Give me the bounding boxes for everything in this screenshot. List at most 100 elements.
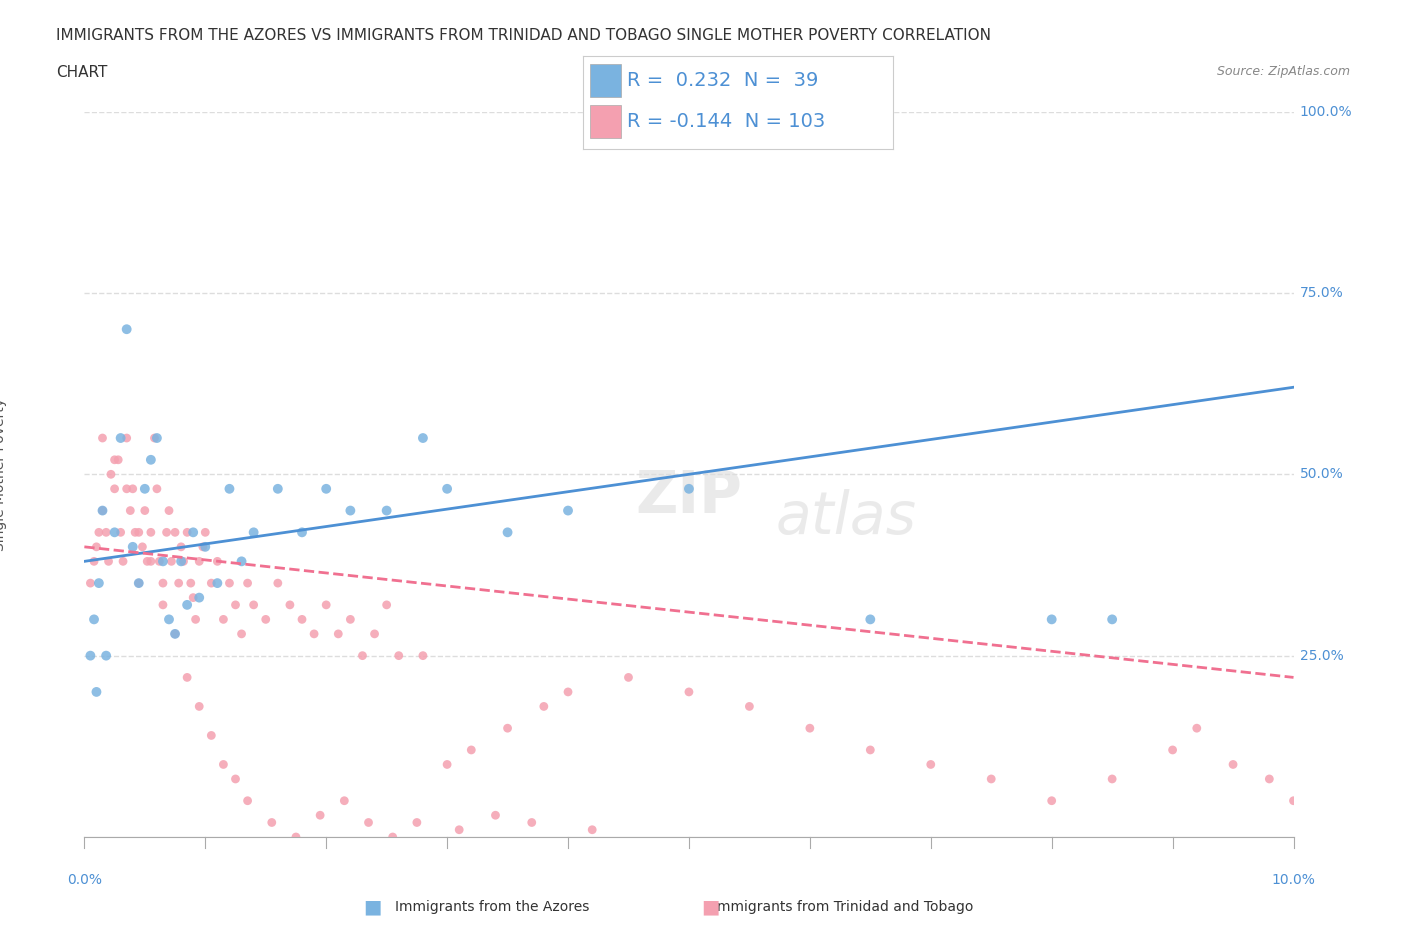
Point: [1282, 793, 1305, 808]
Point: [128, 576, 150, 591]
Point: [152, 554, 174, 569]
Point: [284, 830, 308, 844]
Point: [212, 757, 235, 772]
Point: [194, 525, 217, 539]
Point: [267, 482, 290, 497]
Point: [1040, 612, 1063, 627]
Point: [496, 525, 519, 539]
Point: [231, 554, 253, 569]
Point: [980, 772, 1002, 787]
Point: [165, 525, 187, 539]
Point: [315, 597, 337, 612]
Point: [97, 554, 120, 569]
Point: [357, 815, 380, 830]
Point: [139, 554, 162, 569]
Point: [134, 482, 156, 497]
Point: [678, 684, 700, 699]
Text: ZIP: ZIP: [636, 468, 742, 525]
Point: [363, 627, 385, 642]
Point: [1258, 772, 1281, 787]
Point: [188, 554, 211, 569]
Point: [484, 808, 506, 823]
Point: [218, 482, 240, 497]
Point: [375, 503, 398, 518]
Text: 100.0%: 100.0%: [1299, 104, 1353, 119]
Point: [278, 597, 301, 612]
Point: [581, 822, 603, 837]
Point: [194, 539, 217, 554]
Point: [799, 721, 821, 736]
Point: [124, 525, 146, 539]
Point: [157, 503, 180, 518]
Point: [496, 721, 519, 736]
Point: [136, 554, 159, 569]
Point: [79, 576, 101, 591]
Point: [181, 591, 204, 605]
Point: [207, 576, 229, 591]
Point: [104, 452, 127, 467]
Bar: [589, 64, 620, 97]
Point: [110, 431, 132, 445]
Point: [115, 431, 138, 445]
Point: [188, 699, 211, 714]
Text: atlas: atlas: [776, 489, 917, 546]
Point: [91, 503, 114, 518]
Point: [381, 830, 404, 844]
Point: [87, 576, 110, 591]
Point: [436, 757, 458, 772]
Point: [155, 525, 177, 539]
Point: [146, 482, 169, 497]
Point: [87, 525, 110, 539]
Point: [139, 452, 162, 467]
Point: [225, 772, 247, 787]
Point: [412, 648, 434, 663]
Point: [557, 503, 579, 518]
Point: [291, 612, 314, 627]
Point: [91, 431, 114, 445]
Point: [200, 728, 222, 743]
Point: [678, 482, 700, 497]
Point: [436, 482, 458, 497]
Point: [83, 554, 105, 569]
Text: ■: ■: [363, 897, 382, 916]
Point: [148, 554, 170, 569]
Point: [231, 627, 253, 642]
Point: [180, 576, 202, 591]
Point: [242, 525, 264, 539]
Point: [859, 742, 882, 757]
Point: [176, 597, 198, 612]
Point: [920, 757, 942, 772]
Text: 50.0%: 50.0%: [1299, 467, 1343, 482]
Point: [388, 648, 411, 663]
Point: [738, 699, 761, 714]
Point: [328, 627, 350, 642]
Point: [375, 597, 398, 612]
Point: [254, 612, 277, 627]
Point: [533, 699, 555, 714]
Point: [176, 525, 198, 539]
Point: [557, 684, 579, 699]
Point: [170, 539, 193, 554]
Bar: [589, 105, 620, 138]
Text: Source: ZipAtlas.com: Source: ZipAtlas.com: [1216, 65, 1350, 78]
Text: 25.0%: 25.0%: [1299, 648, 1343, 663]
Point: [449, 822, 471, 837]
Text: 10.0%: 10.0%: [1271, 873, 1316, 887]
Point: [333, 793, 356, 808]
Text: CHART: CHART: [56, 65, 108, 80]
Point: [115, 482, 138, 497]
Point: [339, 612, 361, 627]
Point: [184, 612, 207, 627]
Point: [115, 322, 138, 337]
Point: [86, 539, 108, 554]
Point: [225, 597, 247, 612]
Point: [236, 793, 259, 808]
Text: ■: ■: [700, 897, 720, 916]
Point: [104, 525, 127, 539]
Text: Immigrants from Trinidad and Tobago: Immigrants from Trinidad and Tobago: [713, 899, 974, 914]
Point: [160, 554, 183, 569]
Text: 75.0%: 75.0%: [1299, 286, 1343, 300]
Point: [236, 576, 259, 591]
Point: [412, 431, 434, 445]
Point: [94, 525, 117, 539]
